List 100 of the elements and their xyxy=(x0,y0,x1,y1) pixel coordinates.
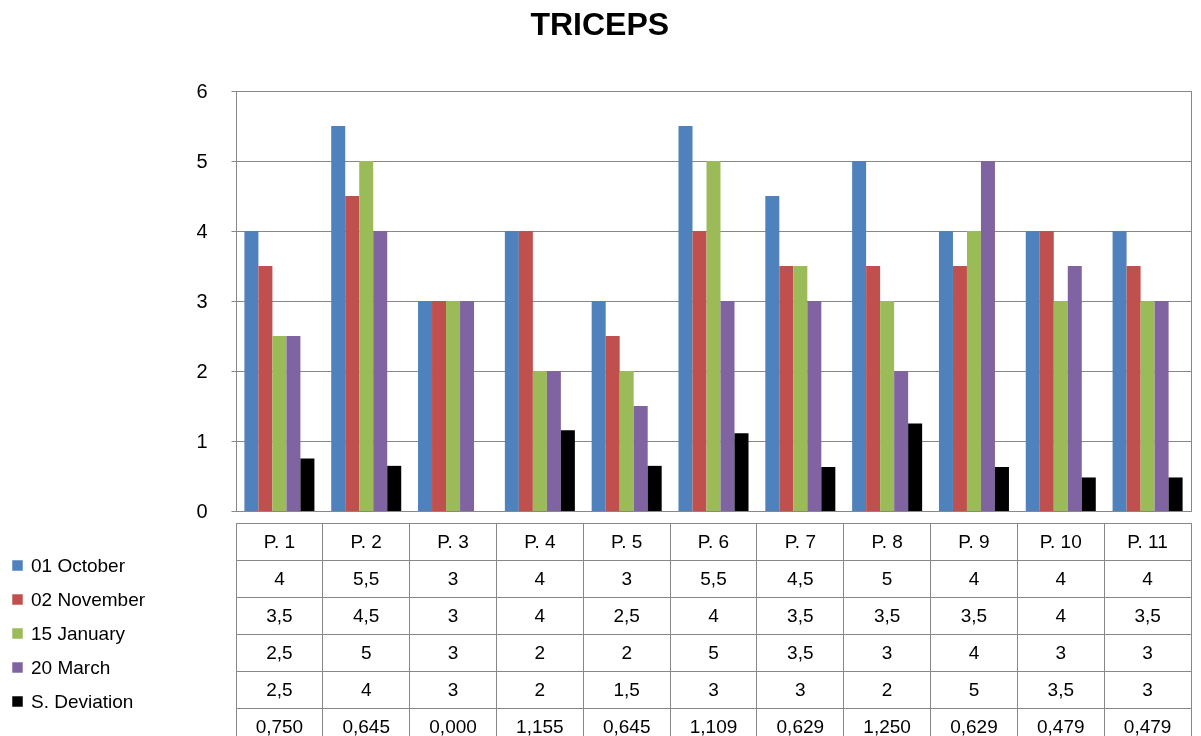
bar xyxy=(300,458,315,511)
bar xyxy=(1140,301,1155,511)
legend-label: 20 March xyxy=(31,656,111,678)
data-label: 3 xyxy=(708,678,719,700)
bar xyxy=(779,266,794,511)
data-label: 5,5 xyxy=(353,567,380,589)
x-tick-label: P. 3 xyxy=(437,530,469,552)
data-label: 4,5 xyxy=(787,567,814,589)
bar xyxy=(560,430,575,511)
bar xyxy=(373,231,388,511)
data-label: 4 xyxy=(708,604,720,626)
legend-label: 15 January xyxy=(31,622,126,644)
data-label: 0,645 xyxy=(342,715,390,736)
bar xyxy=(418,301,433,511)
bar xyxy=(720,301,735,511)
bar xyxy=(619,371,634,511)
data-label: 3 xyxy=(881,641,893,663)
bar xyxy=(387,465,402,511)
bar xyxy=(286,336,301,511)
data-label: 0,645 xyxy=(602,715,651,736)
bar xyxy=(518,231,533,511)
legend-label: 01 October xyxy=(31,554,126,576)
data-label: 5 xyxy=(708,641,719,663)
x-tick-label: P. 2 xyxy=(350,530,382,552)
data-label: 0,629 xyxy=(950,715,998,736)
x-tick-label: P. 11 xyxy=(1127,530,1168,552)
data-label: 0,629 xyxy=(776,715,825,736)
data-label: 4 xyxy=(534,567,546,589)
data-label: 2 xyxy=(534,678,546,700)
data-label: 5 xyxy=(881,567,893,589)
data-label: 1,155 xyxy=(516,715,564,736)
data-label: 4 xyxy=(534,604,546,626)
bar xyxy=(1154,301,1169,511)
data-label: 4 xyxy=(274,567,286,589)
data-label: 4 xyxy=(968,567,980,589)
x-tick-label: P. 9 xyxy=(958,530,990,552)
y-tick-label: 4 xyxy=(196,219,208,242)
bar xyxy=(908,423,923,511)
bar xyxy=(807,301,822,511)
bar xyxy=(821,466,836,511)
data-label: 3 xyxy=(447,678,459,700)
x-tick-label: P. 6 xyxy=(697,530,730,552)
y-tick-label: 6 xyxy=(196,79,208,102)
data-label: 3,5 xyxy=(960,604,988,626)
data-label: 2,5 xyxy=(613,604,640,626)
data-label: 4,5 xyxy=(353,604,380,626)
bar xyxy=(692,231,707,511)
bar xyxy=(605,336,620,511)
bar xyxy=(272,336,287,511)
bar xyxy=(852,161,867,511)
bar xyxy=(591,301,606,511)
bar xyxy=(793,266,808,511)
data-label: 5,5 xyxy=(700,567,727,589)
bar xyxy=(244,231,259,511)
x-tick-label: P. 8 xyxy=(871,530,903,552)
bar xyxy=(952,266,967,511)
bar xyxy=(1081,477,1096,511)
y-tick-label: 5 xyxy=(196,149,208,172)
bar xyxy=(980,161,995,511)
data-label: 3,5 xyxy=(787,604,814,626)
data-label: 3 xyxy=(795,678,806,700)
bar xyxy=(994,466,1009,511)
data-label: 3 xyxy=(447,641,459,663)
x-tick-label: P. 7 xyxy=(784,530,816,552)
data-label: 5 xyxy=(968,678,980,700)
bar xyxy=(504,231,519,511)
bar xyxy=(894,371,909,511)
y-tick-label: 1 xyxy=(196,429,208,452)
bar xyxy=(446,301,461,511)
bar xyxy=(1126,266,1141,511)
data-label: 0,479 xyxy=(1123,715,1172,736)
data-label: 3 xyxy=(621,567,632,589)
bar xyxy=(1112,231,1127,511)
data-label: 4 xyxy=(360,678,372,700)
y-tick-label: 0 xyxy=(196,499,208,522)
data-label: 3 xyxy=(1142,678,1153,700)
bar xyxy=(866,266,881,511)
data-label: 1,109 xyxy=(689,715,738,736)
data-label: 2,5 xyxy=(266,678,293,700)
x-tick-label: P. 10 xyxy=(1039,530,1082,552)
bar xyxy=(532,371,547,511)
x-tick-label: P. 4 xyxy=(524,530,556,552)
bar xyxy=(359,161,374,511)
data-label: 2 xyxy=(621,641,632,663)
data-label: 2 xyxy=(881,678,893,700)
chart-title: TRICEPS xyxy=(530,5,670,42)
data-label: 0,750 xyxy=(255,715,304,736)
bar xyxy=(331,126,346,511)
data-label: 4 xyxy=(1142,567,1154,589)
y-tick-label: 2 xyxy=(196,359,208,382)
bar xyxy=(938,231,953,511)
data-label: 3,5 xyxy=(787,641,814,663)
bar xyxy=(432,301,447,511)
data-label: 2,5 xyxy=(266,641,293,663)
data-label: 1,250 xyxy=(863,715,911,736)
data-label: 2 xyxy=(534,641,546,663)
data-label: 4 xyxy=(1055,567,1067,589)
bar xyxy=(678,126,693,511)
bar xyxy=(258,266,273,511)
data-label: 3,5 xyxy=(873,604,901,626)
